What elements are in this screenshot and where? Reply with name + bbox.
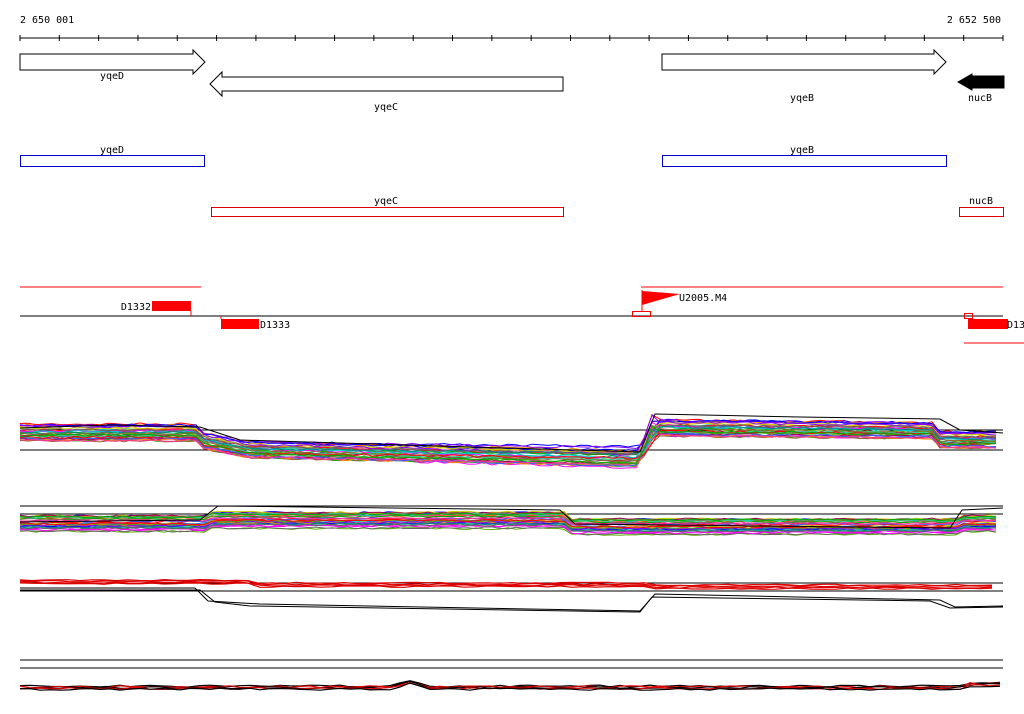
panel-1-profiles <box>19 413 1004 469</box>
transcript-label-yqeC: yqeC <box>374 196 398 207</box>
profile-line <box>20 589 1004 613</box>
reverse-transcript-track: yqeC nucB <box>211 196 1004 217</box>
feature-label-D1333: D1333 <box>260 320 290 331</box>
profile-line <box>19 421 997 453</box>
feature-label-U2005-M4: U2005.M4 <box>679 293 727 304</box>
profile-line <box>19 429 997 460</box>
profile-line <box>19 520 997 531</box>
profile-line <box>19 433 997 466</box>
profile-line <box>20 587 1004 612</box>
panel-3-profiles <box>19 578 1004 613</box>
profile-line <box>19 413 1004 453</box>
gene-arrow-yqeC[interactable]: yqeC <box>209 70 564 113</box>
expression-panel-4 <box>19 659 1003 691</box>
feature-label-D1332: D1332 <box>121 302 151 313</box>
panel-2-profiles <box>19 505 1004 536</box>
profile-line <box>19 681 1000 689</box>
profile-line <box>19 581 993 589</box>
transcript-label-nucB: nucB <box>969 196 993 207</box>
ruler-end-label: 2 652 500 <box>947 15 1001 26</box>
profile-line <box>19 424 997 462</box>
forward-transcript-track: yqeD yqeB <box>20 145 947 167</box>
position-ruler: 2 650 001 2 652 500 <box>19 15 1004 41</box>
profile-line <box>19 579 993 588</box>
gene-arrow-yqeD[interactable]: yqeD <box>19 48 206 82</box>
flag-icon <box>642 291 680 305</box>
gene-label-yqeD: yqeD <box>100 71 124 82</box>
feature-D13[interactable]: D13 <box>964 313 1024 344</box>
profile-line <box>19 526 997 536</box>
profile-line <box>19 582 993 590</box>
profile-line <box>19 680 1001 688</box>
transcript-label-yqeB: yqeB <box>790 145 814 156</box>
gene-track: yqeD yqeC yqeB nucB <box>19 48 1005 113</box>
feature-U2005-M4[interactable]: U2005.M4 <box>632 290 728 317</box>
profile-line <box>19 512 997 522</box>
feature-label-D13: D13 <box>1007 320 1024 331</box>
transcript-box-yqeC[interactable] <box>211 207 564 217</box>
transcript-box-yqeD[interactable] <box>20 155 205 167</box>
profile-line <box>19 523 997 533</box>
expression-panel-3 <box>19 578 1004 613</box>
expression-panel-1 <box>19 413 1004 469</box>
feature-D1333[interactable]: D1333 <box>220 316 290 331</box>
ruler-start-label: 2 650 001 <box>20 15 74 26</box>
panel-4-profiles <box>19 680 1001 691</box>
profile-line <box>19 423 997 455</box>
profile-line <box>19 505 1004 529</box>
profile-line <box>19 419 997 453</box>
feature-track: D1332 D1333 U2005.M4 D13 <box>20 286 1024 344</box>
transcript-box-yqeB[interactable] <box>662 155 947 167</box>
gene-arrow-yqeB[interactable]: yqeB <box>661 48 947 104</box>
profile-line <box>19 522 997 533</box>
profile-line <box>19 425 997 459</box>
gene-arrow-nucB[interactable]: nucB <box>956 73 1005 104</box>
ruler-ticks <box>19 35 1004 41</box>
expression-panel-2 <box>19 505 1004 536</box>
gene-label-yqeC: yqeC <box>374 102 398 113</box>
gene-label-nucB: nucB <box>968 93 992 104</box>
profile-line <box>19 425 997 465</box>
transcript-label-yqeD: yqeD <box>100 145 124 156</box>
feature-D1332[interactable]: D1332 <box>121 301 192 316</box>
profile-line <box>19 517 997 527</box>
transcript-box-nucB[interactable] <box>959 207 1004 217</box>
gene-label-yqeB: yqeB <box>790 93 814 104</box>
profile-line <box>19 682 1001 691</box>
